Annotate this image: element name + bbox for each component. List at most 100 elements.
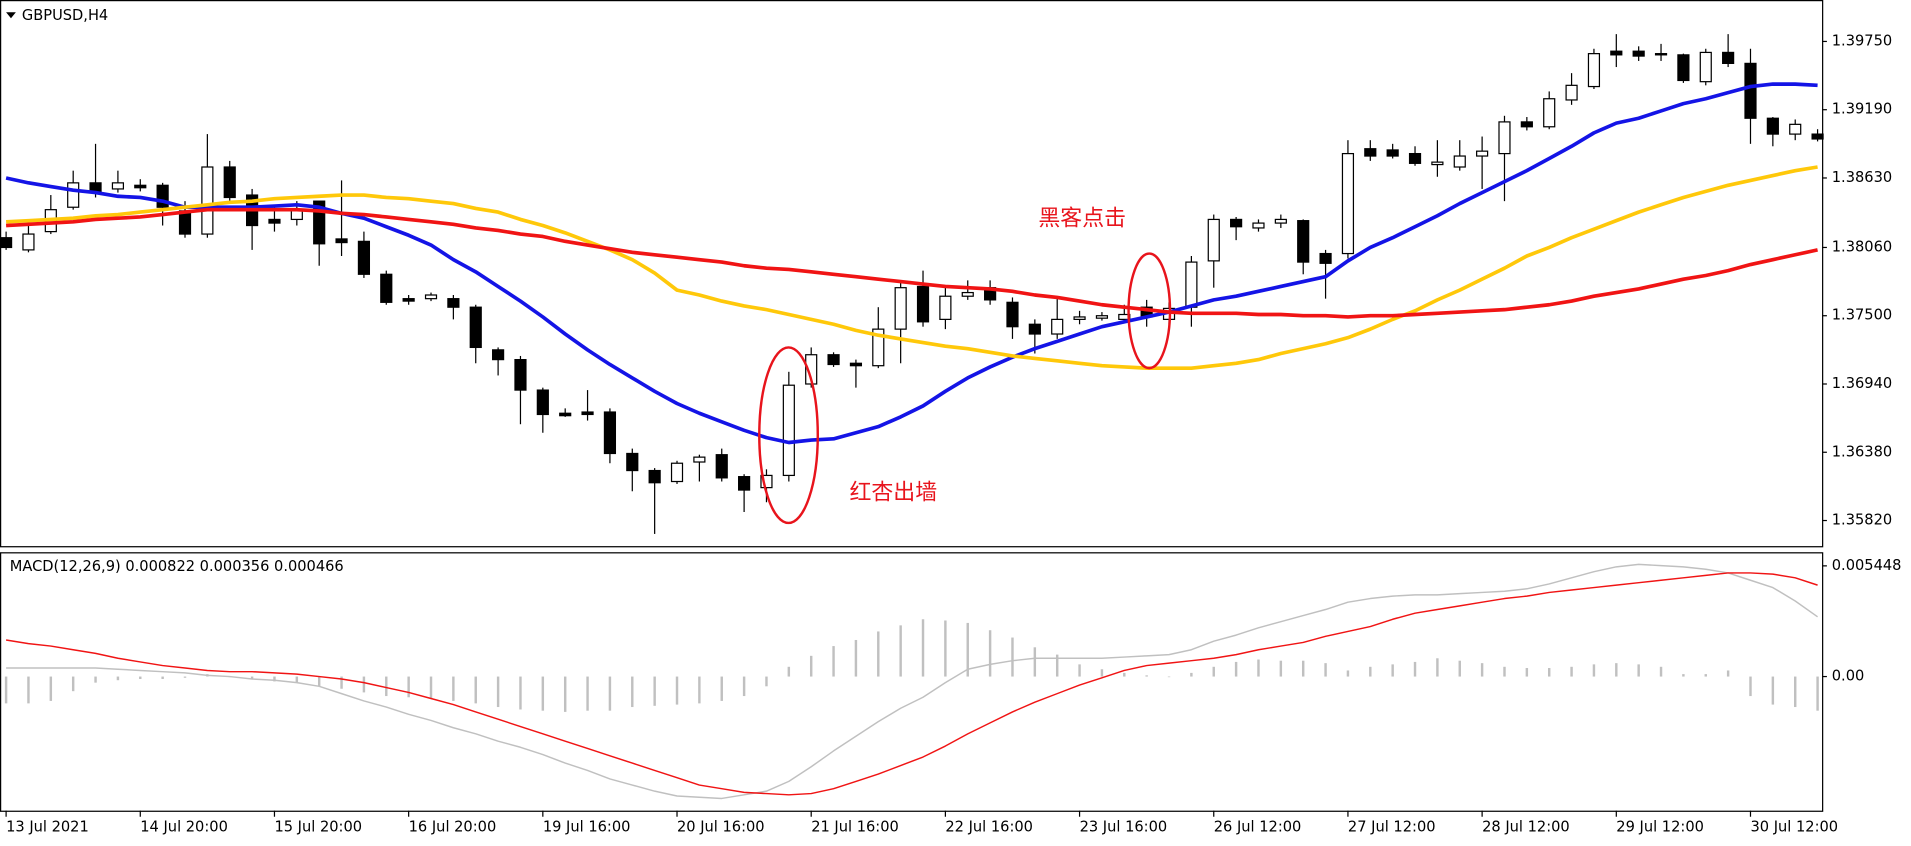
- candle-body: [849, 362, 863, 367]
- histogram-bar: [832, 646, 835, 677]
- histogram-bar: [1525, 668, 1529, 677]
- histogram-bar: [1413, 661, 1417, 677]
- histogram-bar: [71, 676, 75, 692]
- histogram-bar: [631, 676, 634, 708]
- histogram-bar: [452, 676, 455, 701]
- chart-title: GBPUSD,H4: [22, 7, 108, 24]
- histogram-bar: [4, 676, 8, 704]
- candle-body: [939, 295, 952, 320]
- candle-body: [335, 238, 348, 244]
- histogram-bar: [1503, 666, 1506, 677]
- candle-body: [313, 200, 326, 245]
- histogram-bar: [563, 676, 567, 712]
- highlight-ellipse: [1127, 252, 1172, 370]
- histogram-bar: [675, 676, 679, 705]
- histogram-bar: [1212, 666, 1215, 677]
- histogram-bar: [1167, 676, 1171, 678]
- histogram-bar: [139, 676, 142, 679]
- candle-body: [1386, 149, 1399, 157]
- histogram-bar: [944, 620, 947, 677]
- histogram-bar: [1123, 672, 1126, 677]
- candle-body: [1453, 155, 1466, 168]
- candle-body: [1341, 152, 1355, 255]
- menu-triangle: [6, 12, 16, 19]
- histogram-bar: [407, 676, 410, 698]
- histogram-bar: [1100, 669, 1104, 677]
- candle-body: [760, 474, 773, 489]
- candle-body: [1185, 261, 1198, 308]
- histogram-bar: [720, 676, 723, 701]
- y-tick-label: 1.38630: [1832, 169, 1892, 186]
- histogram-bar: [183, 676, 187, 678]
- histogram-bar: [340, 676, 343, 689]
- indicator-line: [5, 165, 1818, 370]
- candle-body: [380, 273, 393, 303]
- candle-body: [201, 166, 214, 235]
- y-tick-label: 1.39190: [1832, 101, 1892, 118]
- candle-body: [1520, 121, 1533, 128]
- histogram-bar: [1659, 666, 1663, 677]
- candle-body: [1274, 218, 1287, 224]
- indicator-title: MACD(12,26,9) 0.000822 0.000356 0.000466: [10, 558, 344, 575]
- candle-body: [1811, 133, 1824, 140]
- x-tick-label: 14 Jul 20:00: [140, 819, 228, 836]
- candle-body: [1789, 123, 1802, 135]
- histogram-bar: [1033, 647, 1037, 677]
- y-tick-label: 1.39750: [1832, 32, 1892, 49]
- y-tick-label: 1.35820: [1832, 512, 1892, 529]
- x-tick-label: 26 Jul 12:00: [1214, 819, 1302, 836]
- candle-body: [1610, 50, 1623, 56]
- candle-body: [0, 237, 13, 249]
- histogram-bar: [1145, 675, 1148, 677]
- y-tick-label: 0.005448: [1832, 557, 1902, 574]
- candle-body: [1230, 218, 1243, 228]
- candle-body: [1766, 117, 1779, 135]
- histogram-bar: [273, 676, 276, 682]
- candle-body: [693, 456, 706, 463]
- histogram-bar: [1726, 670, 1730, 677]
- candle-body: [738, 476, 751, 491]
- histogram-bar: [1816, 676, 1819, 711]
- x-tick-label: 27 Jul 12:00: [1348, 819, 1436, 836]
- y-tick-label: 0.00: [1832, 668, 1865, 685]
- candle-body: [1051, 318, 1064, 335]
- candle-body: [1476, 150, 1489, 157]
- candle-body: [514, 359, 527, 391]
- histogram-bar: [1547, 668, 1551, 677]
- candle-body: [1252, 222, 1265, 229]
- histogram-bar: [765, 676, 768, 687]
- histogram-bar: [1704, 674, 1707, 677]
- candle-body: [134, 184, 147, 189]
- candle-body: [872, 328, 885, 367]
- histogram-bar: [1346, 670, 1350, 677]
- histogram-bar: [27, 676, 30, 704]
- histogram-bar: [1570, 666, 1573, 677]
- histogram-bar: [1771, 676, 1775, 705]
- histogram-bar: [988, 630, 992, 677]
- candle-body: [1587, 53, 1601, 88]
- candle-body: [223, 166, 236, 199]
- histogram-bar: [317, 676, 321, 687]
- candle-body: [827, 354, 840, 366]
- x-tick-label: 22 Jul 16:00: [945, 819, 1033, 836]
- x-tick-label: 15 Jul 20:00: [274, 819, 362, 836]
- histogram-bar: [653, 676, 656, 706]
- candle-body: [1498, 121, 1511, 155]
- histogram-bar: [1615, 663, 1618, 677]
- y-tick-label: 1.37500: [1832, 307, 1892, 324]
- candle-body: [1207, 218, 1220, 262]
- annotation: 红杏出墙: [849, 481, 937, 506]
- candle-body: [268, 218, 281, 224]
- histogram-bar: [1391, 664, 1394, 677]
- candle-body: [1699, 51, 1712, 83]
- candle-body: [1677, 54, 1690, 82]
- candle-body: [424, 294, 438, 300]
- histogram-bar: [1436, 658, 1439, 677]
- candle-body: [782, 384, 795, 477]
- indicator-line: [6, 563, 1819, 800]
- histogram-bar: [1279, 660, 1283, 677]
- histogram-bar: [1190, 672, 1193, 677]
- candle-body: [1408, 152, 1422, 164]
- histogram-bar: [1592, 664, 1596, 677]
